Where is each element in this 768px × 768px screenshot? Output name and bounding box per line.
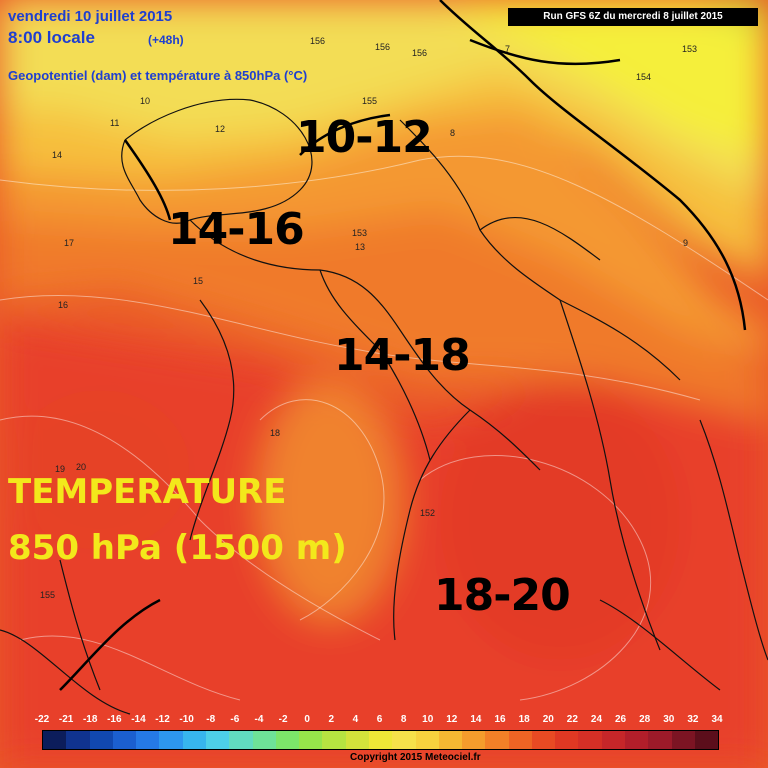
scale-swatch: [252, 731, 276, 749]
scale-tick-label: 2: [328, 714, 335, 725]
scale-swatch: [159, 731, 183, 749]
legend-title: TEMPERATURE: [8, 472, 287, 512]
scale-tick-label: -10: [179, 714, 194, 725]
scale-swatch: [415, 731, 439, 749]
map-label: 156: [375, 42, 391, 52]
legend-subtitle: 850 hPa (1500 m): [8, 528, 347, 568]
map-label: 9: [683, 238, 689, 248]
scale-swatch: [182, 731, 206, 749]
scale-swatch: [89, 731, 113, 749]
map-label: 10: [140, 96, 151, 106]
scale-swatch: [205, 731, 230, 749]
scale-swatch: [392, 731, 416, 749]
model-run-label: Run GFS 6Z du mercredi 8 juillet 2015: [508, 8, 758, 26]
map-label: 8: [450, 128, 456, 138]
scale-swatch: [555, 731, 579, 749]
scale-tick-label: -14: [131, 714, 146, 725]
map-label: 17: [64, 238, 75, 248]
map-label: 156: [412, 48, 428, 58]
annotation-north: 10-12: [296, 112, 433, 163]
scale-tick-label: 22: [566, 714, 578, 725]
scale-swatch: [508, 731, 532, 749]
scale-swatch: [671, 731, 695, 749]
scale-swatch: [345, 731, 369, 749]
scale-tick-label: 18: [518, 714, 530, 725]
scale-tick-label: 24: [590, 714, 603, 725]
scale-swatch: [43, 731, 67, 749]
scale-tick-label: 4: [352, 714, 359, 725]
map-label: 15: [193, 276, 204, 286]
scale-tick-label: -8: [206, 714, 216, 725]
scale-tick-label: 16: [494, 714, 506, 725]
scale-swatch: [531, 731, 556, 749]
map-label: 153: [352, 228, 368, 238]
map-label: 154: [636, 72, 652, 82]
scale-tick-label: 8: [400, 714, 407, 725]
map-label: 13: [355, 242, 366, 252]
map-label: 152: [420, 508, 436, 518]
forecast-date: vendredi 10 juillet 2015: [8, 8, 173, 25]
scale-tick-label: 30: [663, 714, 675, 725]
map-label: 20: [76, 462, 87, 472]
scale-swatch: [275, 731, 300, 749]
scale-tick-label: -21: [58, 714, 74, 725]
scale-tick-labels: -22 -21 -18 -16 -14 -12 -10 -8 -6 -4 -2 0 2 4 6 8 10 12 14…: [34, 714, 724, 728]
scale-swatch: [648, 731, 672, 749]
scale-swatch: [136, 731, 160, 749]
map-label: 19: [55, 464, 66, 474]
scale-swatch: [66, 731, 90, 749]
scale-swatch: [578, 731, 602, 749]
scale-tick-label: 34: [711, 714, 723, 725]
copyright-text: Copyright 2015 Meteociel.fr: [350, 752, 481, 763]
forecast-time: 8:00 locale: [8, 28, 95, 47]
scale-tick-label: -18: [82, 714, 98, 725]
forecast-lead: (+48h): [148, 33, 184, 47]
scale-tick-label: -6: [230, 714, 240, 725]
scale-swatch: [462, 731, 486, 749]
scale-swatch: [322, 731, 346, 749]
scale-tick-label: -22: [34, 714, 50, 725]
scale-swatch: [368, 731, 393, 749]
scale-tick-label: 32: [687, 714, 699, 725]
scale-tick-label: -16: [107, 714, 122, 725]
scale-tick-label: -2: [278, 714, 288, 725]
scale-tick-label: -4: [254, 714, 264, 725]
map-label: 14: [52, 150, 63, 160]
scale-swatch: [485, 731, 509, 749]
map-label: 155: [362, 96, 378, 106]
map-label: 16: [58, 300, 69, 310]
annotation-south: 18-20: [434, 570, 571, 621]
map-label: 155: [40, 590, 56, 600]
scale-swatch: [229, 731, 253, 749]
scale-swatch: [112, 731, 137, 749]
map-label: 153: [682, 44, 698, 54]
scale-swatch: [299, 731, 323, 749]
scale-tick-label: 26: [615, 714, 627, 725]
scale-tick-label: 28: [639, 714, 651, 725]
temperature-color-scale: [42, 730, 719, 750]
scale-swatch: [694, 731, 719, 749]
scale-tick-label: 20: [542, 714, 554, 725]
scale-tick-label: 0: [304, 714, 310, 725]
map-label: 11: [110, 118, 120, 128]
scale-tick-label: 12: [446, 714, 458, 725]
map-label: 156: [310, 36, 326, 46]
annotation-center: 14-18: [334, 330, 471, 381]
map-label: 18: [270, 428, 281, 438]
scale-tick-label: 14: [470, 714, 482, 725]
field-description: Geopotentiel (dam) et température à 850h…: [8, 68, 308, 83]
scale-swatch: [625, 731, 649, 749]
scale-tick-label: -12: [155, 714, 170, 725]
map-label: 7: [505, 44, 511, 54]
scale-swatch: [601, 731, 626, 749]
scale-tick-label: 10: [422, 714, 434, 725]
scale-swatch: [438, 731, 463, 749]
scale-tick-label: 6: [376, 714, 383, 725]
annotation-northwest: 14-16: [168, 204, 305, 255]
map-label: 12: [215, 124, 226, 134]
